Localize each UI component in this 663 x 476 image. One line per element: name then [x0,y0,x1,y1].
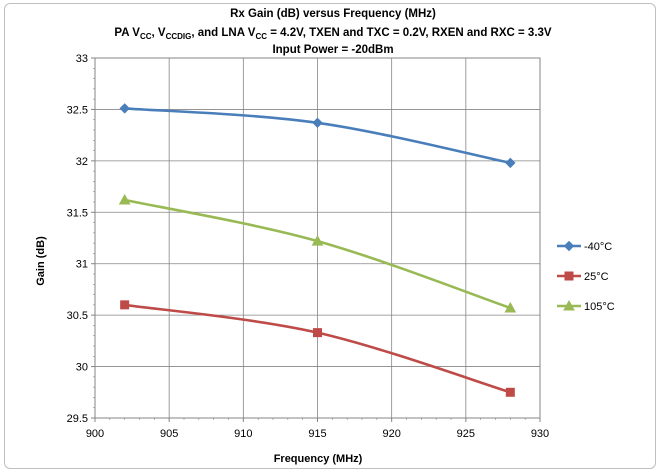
x-tick-label: 930 [531,428,549,440]
legend-marker [564,271,574,281]
legend: -40°C 25°C 105°C [557,240,615,313]
y-axis-title: Gain (dB) [35,236,47,286]
title-subscript: CC [140,32,152,41]
x-tick-label: 925 [457,428,475,440]
y-tick-label: 30 [76,362,88,374]
series-2 [118,193,517,313]
series-0 [119,103,516,169]
x-tick-label: 920 [382,428,400,440]
data-point-marker [118,193,131,205]
axis-ticks: 29.5 30 30.5 31 31.5 32 32.5 33 900 905 910 915 920 9… [67,53,550,440]
series-1 [120,300,515,397]
title-subscript: CCDIG [166,32,192,41]
title-subscript: CC [255,32,267,41]
data-point-marker [505,157,516,169]
legend-label: 25°C [584,271,609,283]
data-point-marker [505,387,515,397]
title-text-segment: = 4.2V, TXEN and TXC = 0.2V, RXEN and RX… [267,27,552,39]
chart-title-line-1: Rx Gain (dB) versus Frequency (MHz) [230,8,436,20]
title-text-segment: , V [152,27,166,39]
chart-title-line-3: Input Power = -20dBm [272,44,393,56]
title-text-segment: PA V [114,27,140,39]
data-point-marker [504,301,517,313]
x-tick-label: 900 [86,428,104,440]
x-tick-label: 905 [160,428,178,440]
x-axis-title: Frequency (MHz) [274,453,363,465]
y-tick-label: 32 [76,156,88,168]
y-tick-label: 31.5 [67,207,88,219]
legend-label: 105°C [584,301,615,313]
legend-marker [563,299,575,311]
chart-title-line-2: PA VCC, VCCDIG, and LNA VCC = 4.2V, TXEN… [114,27,551,41]
y-tick-label: 30.5 [67,310,88,322]
data-point-marker [119,103,130,114]
legend-entry: -40°C [557,240,612,253]
data-point-marker [311,235,324,246]
legend-marker [563,240,575,252]
legend-entry: 25°C [557,271,609,283]
legend-entry: 105°C [557,299,615,313]
series-lines [118,103,517,397]
data-point-marker [312,117,323,129]
data-point-marker [313,328,322,338]
y-tick-label: 33 [76,53,88,65]
x-tick-label: 910 [234,428,252,440]
y-tick-label: 29.5 [67,413,88,425]
data-point-marker [120,300,130,310]
legend-label: -40°C [584,241,612,253]
title-text-segment: , and LNA V [191,27,255,39]
x-tick-label: 915 [308,428,326,440]
y-tick-label: 31 [76,259,88,271]
gridlines [94,57,541,419]
y-tick-label: 32.5 [67,104,88,116]
